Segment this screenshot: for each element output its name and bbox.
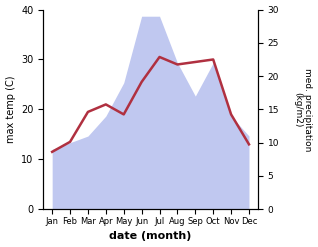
Y-axis label: max temp (C): max temp (C) xyxy=(5,76,16,143)
X-axis label: date (month): date (month) xyxy=(109,231,192,242)
Y-axis label: med. precipitation
(kg/m2): med. precipitation (kg/m2) xyxy=(293,68,313,151)
